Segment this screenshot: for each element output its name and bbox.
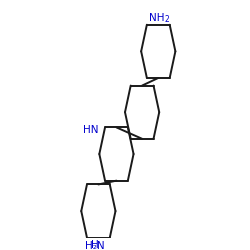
Text: 2: 2 [165, 15, 170, 24]
Text: H: H [91, 240, 98, 250]
Text: H₂N: H₂N [85, 240, 104, 250]
Text: HN: HN [83, 125, 98, 135]
Text: NH: NH [149, 13, 164, 23]
